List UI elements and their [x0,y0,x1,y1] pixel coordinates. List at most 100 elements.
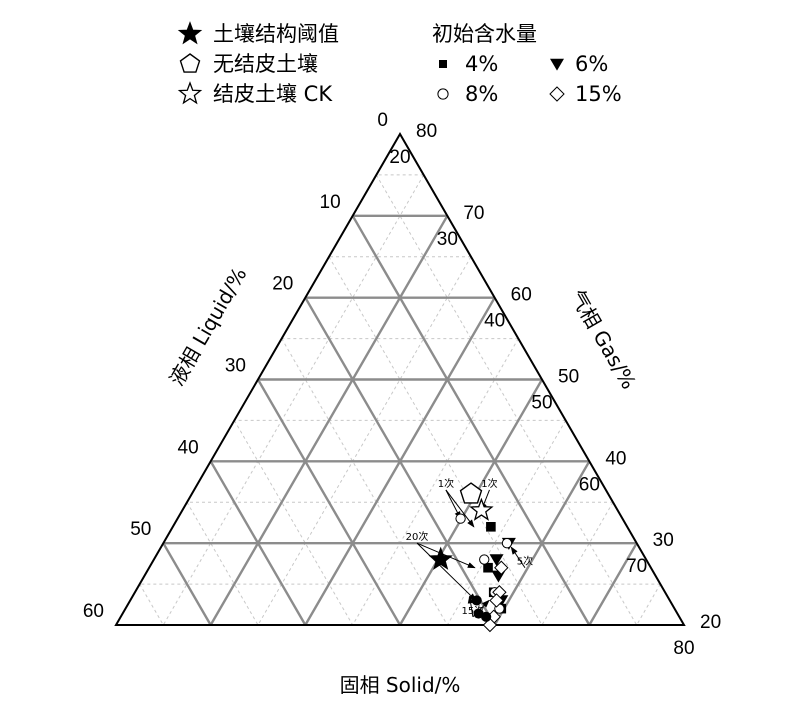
data-point [481,611,492,622]
legend: 土壤结构阈值 无结皮土壤 结皮土壤 CK 初始含水量 4% 6% 8% 15% [177,21,622,106]
major-gridline [162,542,212,626]
gas-tick-label: 70 [463,203,484,224]
data-point-shape [501,537,513,549]
minor-gridline [375,174,638,626]
legend-marker-shape [179,53,201,73]
minor-gridline [281,338,448,626]
major-gridline [351,215,591,626]
data-point [469,497,494,521]
legend-label-threshold: 土壤结构阈值 [213,22,339,46]
data-point-shape [486,522,496,532]
data-point-shape [481,611,492,622]
data-point-shape [489,554,504,567]
gas-tick-label: 80 [416,121,437,142]
annotation-label: 1次 [481,477,497,490]
liquid-tick-label: 50 [130,519,151,540]
tick-labels: 20 30 40 50 60 70 80 0 10 20 30 40 50 60 80 70 60 50 40 30 2… [83,110,721,659]
legend-label-no-crust: 无结皮土壤 [213,52,318,76]
triangle-frame [114,132,686,626]
data-point-shape [479,554,490,565]
minor-gridline [636,583,661,626]
minor-gridline [139,583,164,626]
gas-tick-label: 60 [511,285,532,306]
legend-marker-8pct [437,88,449,100]
liquid-tick-label: 30 [225,356,246,377]
data-point-shape [455,513,466,524]
solid-tick-label: 50 [531,393,552,414]
data-point-shape [489,593,504,608]
major-gridline [588,542,638,626]
data-point [489,554,504,567]
legend-marker-shape [437,88,449,100]
minor-gridline [162,174,425,626]
data-point-shape [459,482,483,504]
minor-grid [139,174,661,626]
solid-tick-label: 80 [673,638,694,659]
liquid-tick-label: 0 [377,110,388,131]
gas-tick-label: 20 [700,612,721,633]
data-point-shape [469,497,494,521]
data-point [455,513,466,524]
legend-marker-shape [549,86,565,102]
legend-marker-threshold [177,21,203,45]
solid-tick-label: 70 [626,556,647,577]
data-points [428,482,516,633]
legend-marker-shape-shape [177,21,203,45]
legend-label-8pct: 8% [465,82,498,106]
annotation-arrow [445,489,475,528]
minor-gridline [233,420,354,626]
liquid-tick-label: 10 [320,192,341,213]
annotation-arrow [467,595,474,617]
legend-label-6pct: 6% [575,52,608,76]
major-gridline [256,378,402,626]
legend-marker-15pct [549,86,565,102]
legend-marker-shape-shape [437,88,449,100]
legend-marker-shape-shape [179,53,201,73]
data-point [479,554,490,565]
legend-marker-no-crust [179,53,201,73]
legend-marker-shape [177,81,203,105]
liquid-tick-label: 20 [272,274,293,295]
annotation-label: 20次 [406,530,429,543]
major-gridline [209,215,449,626]
legend-marker-shape-shape [177,81,203,105]
data-point-shape [471,595,482,606]
data-point [428,546,453,570]
annotation-arrow [416,542,477,602]
annotation-arrow [510,546,526,568]
solid-tick-label: 60 [579,474,600,495]
data-point [494,560,509,575]
legend-marker-shape [177,21,203,45]
data-point [483,562,493,573]
gas-tick-label: 30 [653,530,674,551]
annotation-label: 1次 [438,477,454,490]
data-point [486,522,496,532]
legend-title-moisture: 初始含水量 [432,22,537,46]
legend-marker-shape [439,60,447,68]
solid-tick-label: 40 [484,311,505,332]
data-point [459,482,483,504]
data-point [489,593,504,608]
gas-tick-label: 50 [558,367,579,388]
solid-tick-label: 20 [389,147,410,168]
legend-marker-shape [550,58,564,71]
solid-axis-title: 固相 Solid/% [340,673,461,697]
major-grid [162,214,638,626]
legend-marker-crust-ck [177,81,203,105]
legend-label-crust-ck: 结皮土壤 CK [213,82,333,106]
data-point [471,595,482,606]
legend-marker-shape-shape [439,60,447,68]
annotation-arrow [445,489,462,520]
minor-gridline [352,338,519,626]
data-point [501,537,513,549]
legend-marker-shape-shape [549,86,565,102]
legend-label-15pct: 15% [575,82,622,106]
minor-gridline [328,256,543,626]
minor-gridline [257,256,472,626]
legend-marker-4pct [439,60,447,68]
data-point-shape [483,562,493,573]
legend-marker-shape-shape [550,58,564,71]
data-point-shape [494,560,509,575]
legend-label-4pct: 4% [465,52,498,76]
liquid-tick-label: 40 [178,437,199,458]
